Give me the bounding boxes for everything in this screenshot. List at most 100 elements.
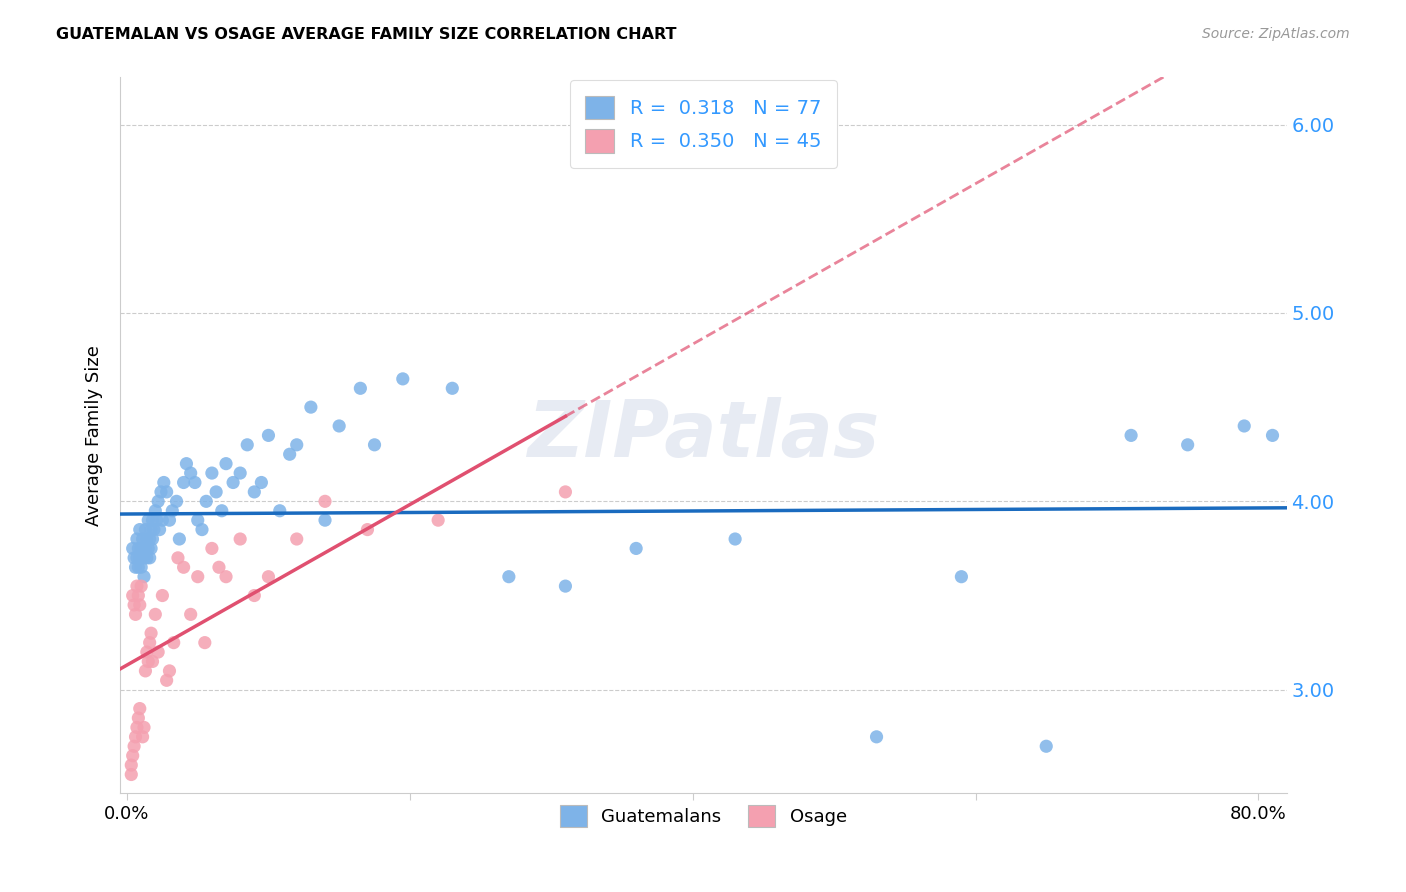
Point: [138, 550, 160, 565]
Point: [498, 570, 520, 584]
Point: [122, 598, 145, 612]
Point: [125, 532, 148, 546]
Point: [180, 607, 202, 622]
Point: [132, 550, 155, 565]
Point: [169, 532, 191, 546]
Point: [121, 748, 143, 763]
Point: [138, 532, 160, 546]
Point: [314, 494, 336, 508]
Point: [215, 457, 238, 471]
Point: [243, 589, 266, 603]
Point: [427, 513, 450, 527]
Point: [208, 560, 231, 574]
Point: [184, 475, 207, 490]
Point: [125, 579, 148, 593]
Point: [201, 466, 224, 480]
Point: [132, 720, 155, 734]
Point: [135, 532, 157, 546]
Point: [349, 381, 371, 395]
Legend: Guatemalans, Osage: Guatemalans, Osage: [553, 798, 855, 834]
Point: [156, 484, 179, 499]
Point: [167, 550, 190, 565]
Point: [134, 664, 156, 678]
Point: [139, 541, 162, 556]
Point: [135, 550, 157, 565]
Point: [1233, 419, 1256, 434]
Point: [278, 447, 301, 461]
Point: [128, 598, 150, 612]
Point: [143, 607, 166, 622]
Point: [250, 475, 273, 490]
Point: [173, 560, 195, 574]
Point: [150, 513, 173, 527]
Point: [127, 560, 149, 574]
Point: [299, 400, 322, 414]
Point: [143, 504, 166, 518]
Point: [257, 570, 280, 584]
Point: [129, 541, 152, 556]
Point: [149, 484, 172, 499]
Point: [159, 664, 181, 678]
Point: [236, 438, 259, 452]
Point: [129, 560, 152, 574]
Point: [125, 720, 148, 734]
Point: [724, 532, 747, 546]
Point: [163, 635, 186, 649]
Point: [187, 570, 209, 584]
Point: [865, 730, 887, 744]
Point: [159, 513, 181, 527]
Point: [131, 730, 153, 744]
Y-axis label: Average Family Size: Average Family Size: [86, 345, 103, 525]
Point: [1261, 428, 1284, 442]
Point: [180, 466, 202, 480]
Point: [150, 589, 173, 603]
Point: [441, 381, 464, 395]
Point: [129, 579, 152, 593]
Point: [127, 711, 149, 725]
Point: [122, 739, 145, 754]
Point: [314, 513, 336, 527]
Point: [257, 428, 280, 442]
Point: [195, 494, 218, 508]
Point: [141, 532, 163, 546]
Point: [243, 484, 266, 499]
Point: [135, 645, 157, 659]
Point: [153, 475, 176, 490]
Point: [141, 655, 163, 669]
Point: [121, 589, 143, 603]
Point: [191, 523, 214, 537]
Point: [363, 438, 385, 452]
Point: [176, 457, 198, 471]
Point: [173, 475, 195, 490]
Point: [215, 570, 238, 584]
Point: [229, 532, 252, 546]
Point: [124, 730, 146, 744]
Point: [187, 513, 209, 527]
Point: [205, 484, 228, 499]
Point: [128, 701, 150, 715]
Point: [136, 513, 159, 527]
Point: [1119, 428, 1142, 442]
Point: [139, 626, 162, 640]
Point: [145, 513, 167, 527]
Point: [142, 523, 165, 537]
Point: [122, 550, 145, 565]
Point: [166, 494, 188, 508]
Point: [554, 579, 576, 593]
Point: [211, 504, 233, 518]
Point: [269, 504, 291, 518]
Point: [148, 523, 170, 537]
Point: [624, 541, 647, 556]
Point: [1177, 438, 1199, 452]
Point: [127, 589, 149, 603]
Point: [134, 541, 156, 556]
Point: [391, 372, 413, 386]
Point: [128, 523, 150, 537]
Point: [285, 532, 308, 546]
Point: [121, 541, 143, 556]
Point: [285, 438, 308, 452]
Point: [125, 550, 148, 565]
Point: [162, 504, 184, 518]
Point: [120, 767, 142, 781]
Text: Source: ZipAtlas.com: Source: ZipAtlas.com: [1202, 27, 1350, 41]
